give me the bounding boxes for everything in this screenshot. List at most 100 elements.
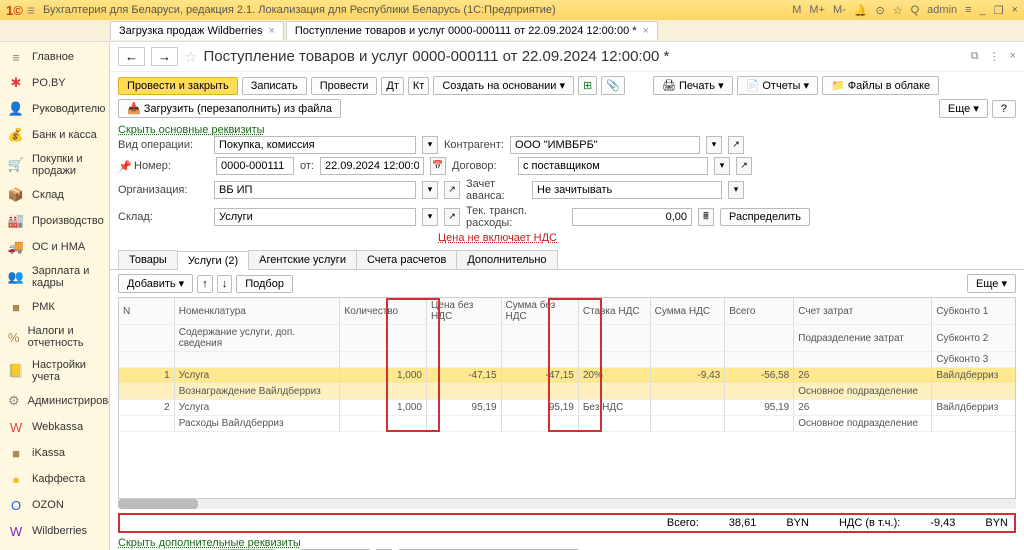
zach-input[interactable] [532,181,722,199]
bell-icon[interactable]: 🔔 [854,4,868,17]
kt-icon[interactable]: Кт [408,77,429,95]
sidebar-item[interactable]: 👥Зарплата и кадры [0,260,109,294]
tab-close-icon[interactable]: × [643,25,649,37]
tab-services[interactable]: Услуги (2) [177,251,249,270]
calc-icon[interactable]: 🖩 [698,208,714,226]
sidebar-item[interactable]: ■iKassa [0,440,109,466]
raspr-button[interactable]: Распределить [720,208,810,226]
tek-label: Тек. трансп. расходы: [466,205,566,229]
tab-wildberries[interactable]: Загрузка продаж Wildberries× [110,21,284,40]
sidebar-item[interactable]: WWildberries [0,518,109,544]
sidebar-item[interactable]: OOZON [0,492,109,518]
attach-icon[interactable]: 📎 [601,76,625,95]
open-icon[interactable]: ↗ [736,157,752,175]
down-icon[interactable]: ↓ [217,275,233,293]
dropdown-icon[interactable]: ▾ [422,136,438,154]
price-nds-link[interactable]: Цена не включает НДС [438,232,557,244]
menu-icon[interactable]: ≡ [965,4,971,17]
open-icon[interactable]: ↗ [444,208,460,226]
sidebar-item[interactable]: ●Каффеста [0,466,109,492]
min-icon[interactable]: _ [980,4,986,17]
hide-main-link[interactable]: Скрыть основные реквизиты [118,124,265,136]
total-cur: BYN [786,517,809,529]
post-close-button[interactable]: Провести и закрыть [118,77,238,95]
files-button[interactable]: 📁 Файлы в облаке [822,76,939,95]
close-doc-icon[interactable]: × [1010,50,1016,63]
hide-dop-link[interactable]: Скрыть дополнительные реквизиты [118,537,301,549]
sidebar-icon: % [8,329,20,345]
sidebar-item[interactable]: 🚚ОС и НМА [0,234,109,260]
tab-accounts[interactable]: Счета расчетов [356,250,457,269]
post-button[interactable]: Провести [311,77,378,95]
create-based-button[interactable]: Создать на основании ▾ [433,76,574,95]
sidebar-icon: ● [8,471,24,487]
user-label[interactable]: admin [927,4,957,17]
tab-additional[interactable]: Дополнительно [456,250,557,269]
org-input[interactable] [214,181,416,199]
sidebar-label: Покупки и продажи [32,153,101,177]
help-button[interactable]: ? [992,100,1016,118]
sidebar-item[interactable]: 👤Руководителю [0,96,109,122]
total-value: 38,61 [729,517,757,529]
dropdown-icon[interactable]: ▾ [706,136,722,154]
search-icon[interactable]: Q [911,4,920,17]
sidebar-item[interactable]: ≡Главное [0,44,109,70]
sidebar-item[interactable]: 📒Настройки учета [0,354,109,388]
save-button[interactable]: Записать [242,77,307,95]
sidebar-item[interactable]: 🏭Производство [0,208,109,234]
dog-input[interactable] [518,157,708,175]
nav-fwd-button[interactable]: → [151,47,178,66]
sidebar-item[interactable]: 🛒Покупки и продажи [0,148,109,182]
fav-star-icon[interactable]: ☆ [184,48,197,66]
nav-back-button[interactable]: ← [118,47,145,66]
burger-icon[interactable]: ≡ [27,2,35,18]
sidebar-item[interactable]: ■РМК [0,294,109,320]
sidebar-item[interactable]: ✱PO.BY [0,70,109,96]
dt-icon[interactable]: Дт [381,77,404,95]
maximize-icon[interactable]: ⧉ [971,50,979,63]
sidebar-item[interactable]: %Налоги и отчетность [0,320,109,354]
services-grid[interactable]: NНоменклатураКоличествоЦена без НДССумма… [118,297,1016,499]
sidebar-item[interactable]: WWebkassa [0,414,109,440]
vid-op-input[interactable] [214,136,416,154]
sidebar-label: Настройки учета [32,359,101,383]
mem-mm[interactable]: M- [833,4,846,17]
mem-mp[interactable]: M+ [809,4,825,17]
mem-m[interactable]: M [792,4,801,17]
date-input[interactable] [320,157,424,175]
tek-input[interactable] [572,208,692,226]
star-icon[interactable]: ☆ [893,4,903,17]
dropdown-icon[interactable]: ▾ [422,181,438,199]
tab-agent[interactable]: Агентские услуги [248,250,357,269]
more-button[interactable]: Еще ▾ [939,99,988,118]
tab-receipt[interactable]: Поступление товаров и услуг 0000-000111 … [286,21,658,40]
h-scrollbar[interactable] [118,499,1016,509]
open-icon[interactable]: ↗ [728,136,744,154]
history-icon[interactable]: ⊙ [876,4,885,17]
more-button[interactable]: Еще ▾ [967,274,1016,293]
dropdown-icon[interactable]: ▾ [714,157,730,175]
print-button[interactable]: 🖨 Печать ▾ [653,76,733,95]
load-button[interactable]: 📥 Загрузить (перезаполнить) из файла [118,99,341,118]
nomer-input[interactable] [216,157,294,175]
calendar-icon[interactable]: 📅 [430,157,446,175]
titlebar: 1© ≡ Бухгалтерия для Беларуси, редакция … [0,0,1024,20]
add-button[interactable]: Добавить ▾ [118,274,193,293]
sklad-input[interactable] [214,208,416,226]
tab-goods[interactable]: Товары [118,250,178,269]
sidebar-item[interactable]: ⚙Администрирование [0,388,109,414]
reports-button[interactable]: 📄 Отчеты ▾ [737,76,818,95]
options-icon[interactable]: ⋮ [989,50,1000,63]
tab-close-icon[interactable]: × [268,25,274,37]
dropdown-icon[interactable]: ▾ [422,208,438,226]
open-icon[interactable]: ↗ [444,181,460,199]
max-icon[interactable]: ❐ [994,4,1004,17]
excel-icon[interactable]: ⊞ [578,76,597,95]
sidebar-item[interactable]: 📦Склад [0,182,109,208]
sidebar-item[interactable]: 💰Банк и касса [0,122,109,148]
contr-input[interactable] [510,136,700,154]
close-icon[interactable]: × [1012,4,1018,17]
select-button[interactable]: Подбор [236,275,293,293]
up-icon[interactable]: ↑ [197,275,213,293]
dropdown-icon[interactable]: ▾ [728,181,744,199]
